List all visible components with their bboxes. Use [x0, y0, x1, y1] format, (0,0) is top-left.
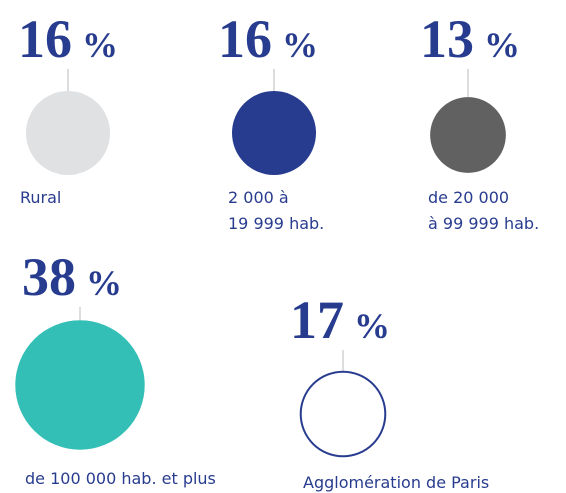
- value-unit: %: [82, 25, 118, 65]
- category-label: Agglomération de Paris: [303, 473, 490, 492]
- value-unit: %: [282, 25, 318, 65]
- category-label: 2 000 à 19 999 hab.: [228, 188, 325, 233]
- category-label: Rural: [20, 188, 62, 207]
- bubble: [232, 91, 316, 175]
- bubble: [26, 91, 110, 175]
- value-unit: %: [484, 25, 520, 65]
- value-label: 17: [290, 290, 344, 350]
- value-label: 13: [420, 9, 474, 69]
- bubble: [430, 97, 506, 173]
- category-label: de 100 000 hab. et plus: [25, 469, 216, 488]
- bubble: [299, 370, 387, 458]
- value-label: 16: [218, 9, 272, 69]
- bubble: [15, 320, 145, 450]
- value-unit: %: [354, 306, 390, 346]
- value-label: 16: [18, 9, 72, 69]
- category-label: de 20 000 à 99 999 hab.: [428, 188, 540, 233]
- value-label: 38: [22, 247, 76, 307]
- value-unit: %: [86, 263, 122, 303]
